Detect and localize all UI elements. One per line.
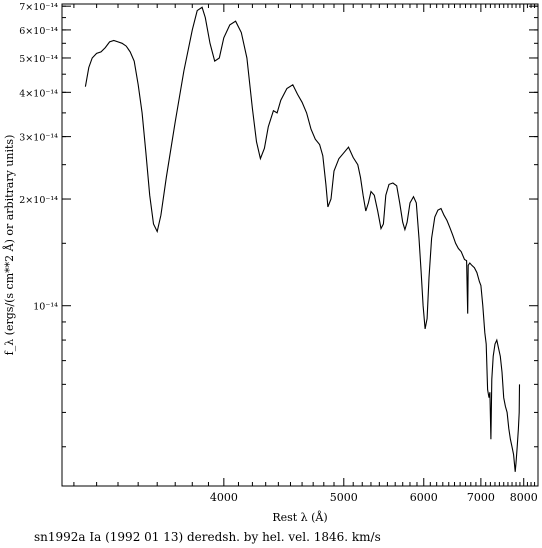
y-axis-ticks: 10⁻¹⁴ 2×10⁻¹⁴ 3×10⁻¹⁴ 4×10⁻¹⁴ 5×10⁻¹⁴ 6×10⁻¹⁴…	[19, 2, 538, 448]
x-axis-ticks: 4000 5000 6000 7000 8000	[73, 4, 539, 504]
y-tick-label: 5×10⁻¹⁴	[19, 54, 58, 65]
y-tick-label: 7×10⁻¹⁴	[19, 2, 58, 13]
y-tick-label: 2×10⁻¹⁴	[19, 195, 58, 206]
y-tick-label: 10⁻¹⁴	[33, 302, 58, 313]
x-tick-label: 8000	[510, 491, 538, 504]
y-axis-label: f_λ (ergs/(s cm**2 Å) or arbitrary units…	[2, 135, 16, 356]
y-tick-label: 4×10⁻¹⁴	[19, 88, 58, 99]
spectrum-caption: sn1992a Ia (1992 01 13) deredsh. by hel.…	[34, 530, 381, 544]
x-tick-label: 4000	[210, 491, 238, 504]
y-tick-label: 3×10⁻¹⁴	[19, 133, 58, 144]
x-tick-label: 7000	[467, 491, 495, 504]
y-tick-label: 6×10⁻¹⁴	[19, 26, 58, 37]
spectrum-line	[84, 6, 521, 472]
x-axis-label: Rest λ (Å)	[272, 510, 327, 524]
x-tick-label: 5000	[330, 491, 358, 504]
plot-frame	[61, 3, 539, 487]
x-tick-label: 6000	[410, 491, 438, 504]
